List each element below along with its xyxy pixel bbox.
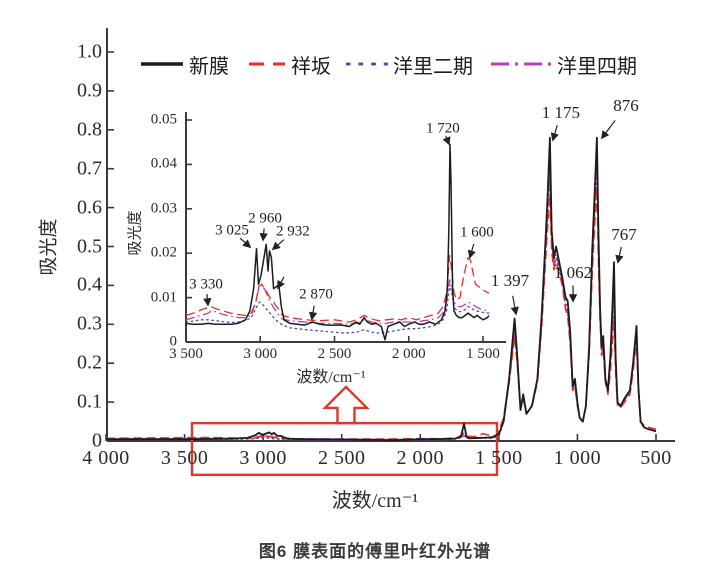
peak-annotation: 1 175 [541, 103, 581, 123]
inset-series-祥坂 [185, 254, 490, 323]
inset-x-tick-label: 3 000 [243, 346, 278, 362]
peak-annotation: 1 720 [426, 120, 460, 137]
peak-annotation: 1 062 [553, 262, 593, 282]
legend-label: 洋里四期 [557, 55, 637, 78]
inset-y-tick-label: 0.04 [150, 155, 177, 172]
inset-series-洋里四期 [185, 279, 490, 325]
inset-y-tick-label: 0.02 [150, 244, 177, 261]
legend-item-1: 新膜 [140, 52, 229, 78]
main-x-tick-label: 2 500 [317, 447, 366, 469]
main-x-tick-label: 500 [640, 447, 672, 469]
inset-x-tick-label: 3 500 [169, 346, 203, 362]
main-y-tick-label: 1.0 [77, 40, 102, 63]
annotation-arrow-icon [510, 295, 519, 316]
peak-annotation: 3 330 [189, 276, 223, 293]
main-x-tick-label: 2 000 [396, 447, 445, 469]
legend-item-4: 洋里四期 [490, 52, 637, 78]
main-x-tick-label: 1 000 [553, 447, 602, 469]
inset-y-tick-label: 0.03 [150, 200, 177, 217]
main-y-tick-label: 0.1 [77, 390, 102, 413]
legend-line-sample-icon [346, 62, 388, 66]
legend-item-3: 洋里二期 [346, 52, 473, 78]
inset-x-axis-title: 波数/cm⁻¹ [296, 369, 366, 386]
legend-label: 洋里二期 [393, 55, 473, 78]
main-y-tick-label: 0.2 [77, 351, 102, 374]
figure-caption: 图6 膜表面的傅里叶红外光谱 [258, 542, 492, 561]
peak-annotation: 1 397 [490, 271, 530, 291]
main-y-tick-label: 0.7 [77, 157, 102, 180]
main-series-新膜 [106, 136, 657, 442]
annotation-arrow-icon [271, 239, 285, 251]
legend-item-2: 祥坂 [248, 52, 331, 78]
peak-annotation: 876 [613, 96, 639, 116]
main-x-tick-label: 4 000 [82, 447, 130, 469]
inset-y-tick-label: 0.05 [150, 111, 177, 128]
inset-x-tick-label: 2 500 [317, 346, 352, 362]
inset-series-洋里二期 [185, 283, 490, 334]
main-y-tick-label: 0.3 [77, 312, 102, 335]
inset-y-axis-title: 吸光度 [127, 210, 144, 256]
annotation-arrow-icon [600, 120, 616, 140]
main-y-tick-label: 0.6 [77, 196, 102, 219]
zoom-block-arrow-icon [322, 385, 370, 425]
main-y-tick-label: 0.9 [77, 79, 102, 102]
main-series-洋里二期 [105, 164, 657, 441]
inset-y-tick-label: 0 [169, 333, 178, 350]
annotation-arrow-icon [308, 305, 318, 321]
legend-label: 新膜 [189, 55, 229, 78]
peak-annotation: 3 025 [215, 222, 249, 239]
annotation-arrow-icon [259, 228, 268, 242]
main-y-tick-label: 0 [92, 429, 102, 452]
main-y-axis-title: 吸光度 [38, 218, 60, 276]
annotation-arrow-icon [467, 243, 476, 259]
legend-line-sample-icon [491, 62, 551, 66]
inset-x-tick-label: 1 500 [466, 346, 500, 362]
annotation-arrow-icon [277, 276, 285, 290]
main-y-tick-label: 0.4 [77, 273, 102, 296]
annotation-arrow-icon [239, 237, 252, 249]
peak-annotation: 2 960 [248, 210, 282, 227]
main-series-祥坂 [105, 187, 657, 440]
main-x-tick-label: 3 500 [160, 447, 209, 469]
inset-x-tick-label: 2 000 [391, 346, 426, 362]
main-y-tick-label: 0.8 [77, 118, 102, 141]
peak-annotation: 1 600 [460, 224, 494, 241]
inset-plot [185, 112, 506, 343]
annotation-arrow-icon [550, 124, 559, 142]
main-x-axis-title: 波数/cm⁻¹ [331, 490, 419, 512]
peak-annotation: 2 932 [276, 223, 310, 240]
annotation-arrow-icon [615, 246, 624, 264]
legend-label: 祥坂 [291, 55, 331, 78]
main-x-tick-label: 3 000 [239, 447, 287, 469]
main-plot [105, 28, 675, 477]
inset-series-新膜 [185, 143, 490, 341]
peak-annotation: 767 [611, 224, 637, 244]
legend-line-sample-icon [249, 62, 285, 66]
main-y-tick-label: 0.5 [77, 235, 102, 257]
peak-annotation: 2 870 [299, 286, 333, 303]
annotation-arrow-icon [442, 135, 451, 146]
inset-y-tick-label: 0.01 [150, 289, 177, 306]
legend-line-sample-icon [141, 62, 183, 66]
main-x-tick-label: 1 500 [475, 447, 523, 469]
annotation-arrow-icon [203, 293, 212, 307]
